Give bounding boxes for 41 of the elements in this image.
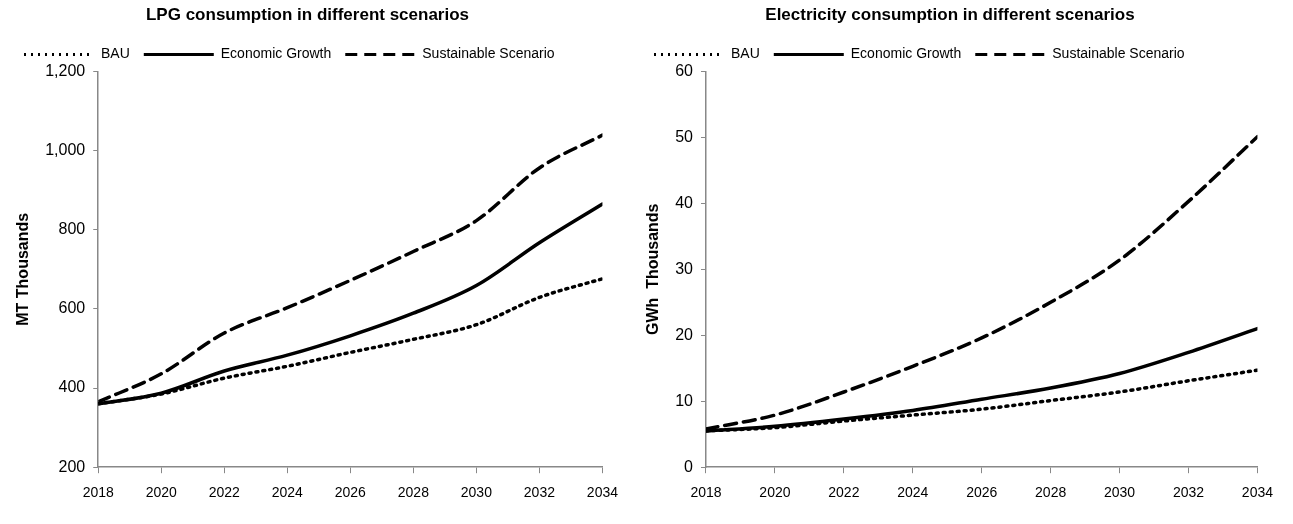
x-tick-label: 2028: [397, 484, 430, 501]
x-tick-label: 2024: [897, 484, 929, 501]
y-tick-label: 800: [58, 220, 86, 238]
legend-label: Sustainable Scenario: [1052, 45, 1185, 62]
legend-label: BAU: [731, 45, 760, 62]
chart-title: Electricity consumption in different scenarios: [765, 4, 1135, 24]
x-tick-label: 2028: [1035, 484, 1067, 501]
x-tick-label: 2032: [523, 484, 556, 501]
x-tick-label: 2020: [145, 484, 178, 501]
x-tick-label: 2026: [966, 484, 998, 501]
x-tick-label: 2022: [828, 484, 860, 501]
y-tick-label: 200: [58, 457, 86, 475]
x-tick-label: 2024: [271, 484, 304, 501]
y-tick-label: 60: [675, 61, 694, 79]
y-tick-label: 30: [675, 259, 694, 277]
y-tick-label: 400: [58, 378, 86, 396]
x-tick-label: 2018: [82, 484, 115, 501]
y-tick-label: 40: [675, 193, 694, 211]
x-tick-label: 2026: [334, 484, 367, 501]
y-axis-title: GWh Thousands: [644, 203, 662, 336]
x-tick-label: 2034: [1241, 484, 1274, 501]
x-tick-label: 2022: [208, 484, 241, 501]
y-tick-label: 1,200: [45, 61, 86, 79]
y-tick-label: 1,000: [45, 140, 86, 158]
legend-label: Economic Growth: [850, 45, 962, 62]
y-axis-title: MT Thousands: [14, 212, 32, 326]
x-tick-label: 2034: [586, 484, 619, 501]
legend-label: Economic Growth: [220, 45, 332, 62]
x-tick-label: 2018: [690, 484, 722, 501]
legend-label: BAU: [101, 45, 130, 62]
y-tick-label: 20: [675, 325, 694, 343]
x-tick-label: 2030: [1103, 484, 1136, 501]
y-tick-label: 10: [675, 391, 694, 409]
y-tick-label: 600: [58, 299, 86, 317]
legend-label: Sustainable Scenario: [422, 45, 555, 62]
y-tick-label: 0: [684, 457, 694, 475]
y-tick-label: 50: [675, 127, 694, 145]
x-tick-label: 2032: [1172, 484, 1205, 501]
x-tick-label: 2020: [759, 484, 791, 501]
chart-title: LPG consumption in different scenarios: [145, 4, 470, 24]
x-tick-label: 2030: [460, 484, 493, 501]
